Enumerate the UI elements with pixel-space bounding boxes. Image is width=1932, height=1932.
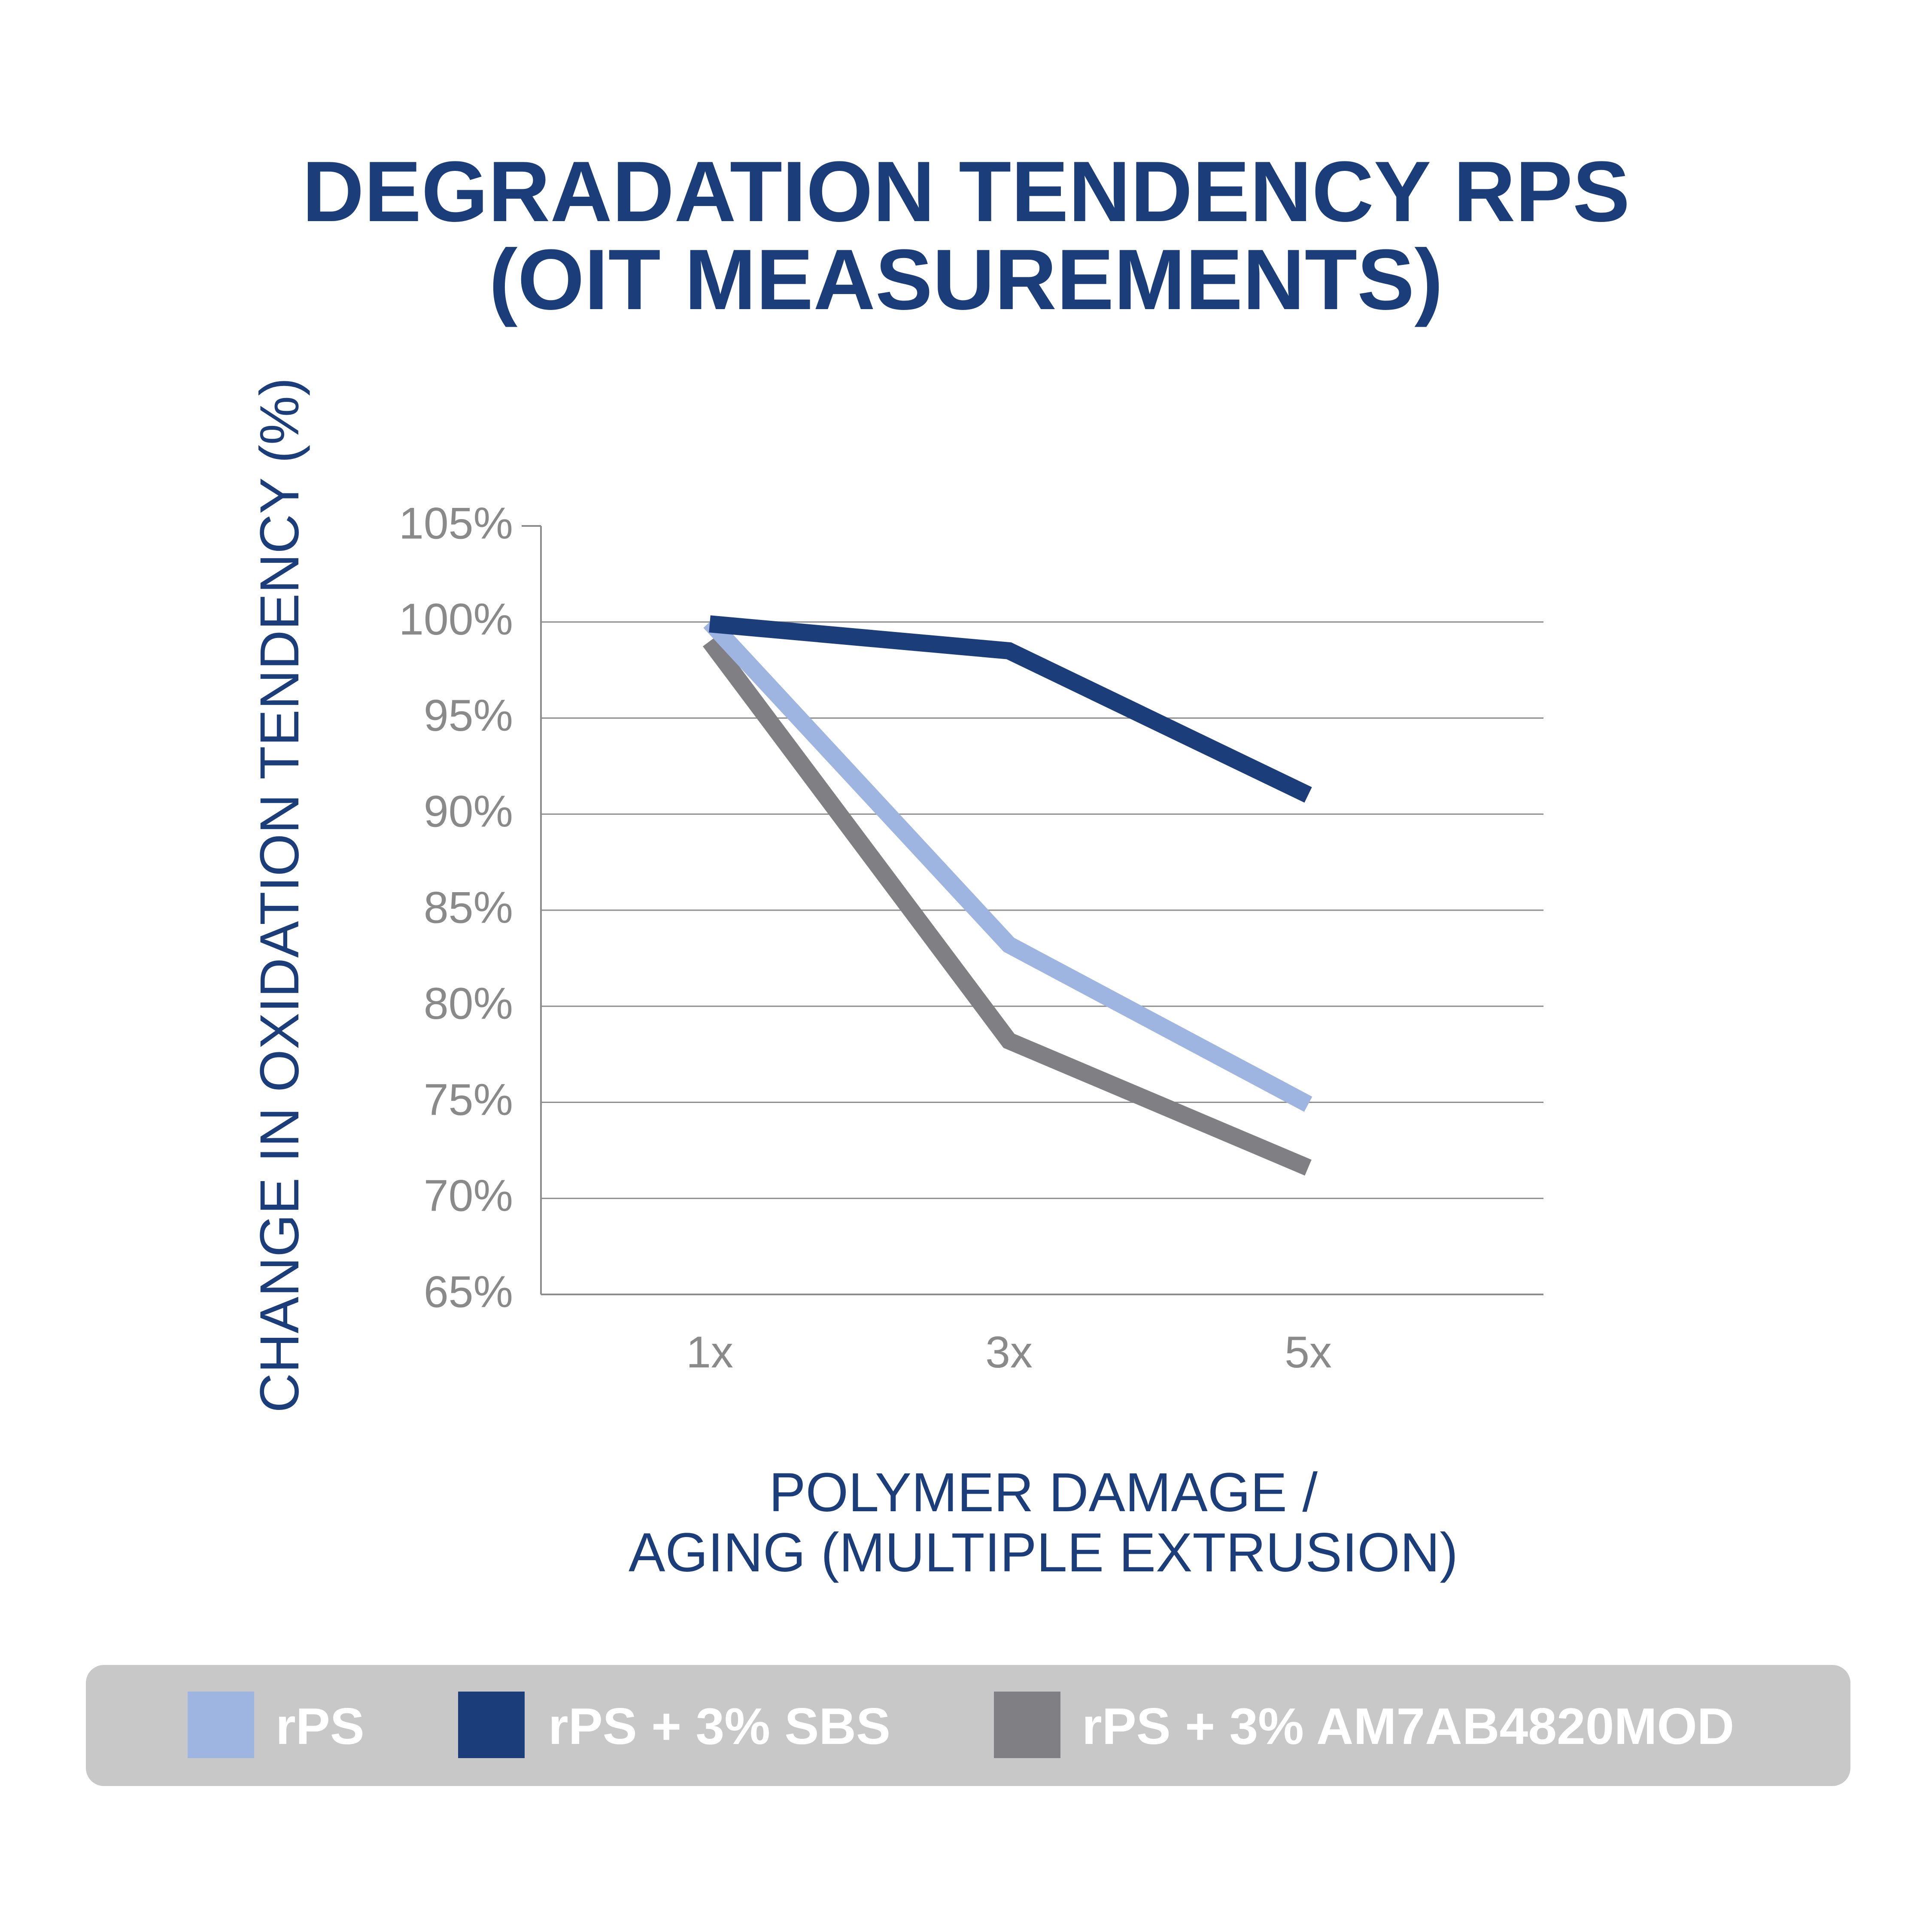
x-axis-title-line-2: AGING (MULTIPLE EXTRUSION) xyxy=(629,1522,1458,1583)
y-tick-label-80: 80% xyxy=(424,979,513,1029)
y-tick-label-70: 70% xyxy=(424,1171,513,1221)
y-tick-label-105: 105% xyxy=(399,498,513,548)
y-tick-label-100: 100% xyxy=(399,595,513,644)
legend-background xyxy=(86,1665,1850,1786)
y-tick-label-75: 75% xyxy=(424,1075,513,1125)
y-tick-labels: 105% 100% 95% 90% 85% 80% 75% 70% 65% xyxy=(399,498,513,1317)
y-tick-label-95: 95% xyxy=(424,691,513,741)
x-tick-label-1x: 1x xyxy=(686,1327,733,1377)
x-tick-label-3x: 3x xyxy=(985,1327,1033,1377)
y-tick-label-85: 85% xyxy=(424,883,513,933)
legend-swatch-rps xyxy=(188,1692,254,1758)
y-axis-title: CHANGE IN OXIDATION TENDENCY (%) xyxy=(249,378,310,1413)
legend-label-rps-sbs: rPS + 3% SBS xyxy=(548,1698,890,1755)
chart-title-line-1: DEGRADATION TENDENCY RPS xyxy=(302,144,1630,240)
x-tick-labels: 1x 3x 5x xyxy=(686,1327,1332,1377)
series-line-rps-3-am7ab4820mod xyxy=(702,636,1312,1176)
chart-title-line-2: (OIT MEASUREMENTS) xyxy=(489,232,1443,328)
series-line-rps xyxy=(703,616,1312,1112)
legend-label-rps-am7ab4820mod: rPS + 3% AM7AB4820MOD xyxy=(1082,1698,1734,1755)
y-tick-label-90: 90% xyxy=(424,787,513,837)
legend-label-rps: rPS xyxy=(276,1698,365,1755)
x-axis-title-line-1: POLYMER DAMAGE / xyxy=(769,1462,1318,1523)
series-lines xyxy=(702,615,1312,1176)
series-line-rps-3-sbs xyxy=(709,615,1312,803)
x-tick-label-5x: 5x xyxy=(1285,1327,1332,1377)
y-tick-label-65: 65% xyxy=(424,1267,513,1317)
legend-swatch-rps-sbs xyxy=(458,1692,525,1758)
legend-swatch-rps-am7ab4820mod xyxy=(994,1692,1060,1758)
gridlines xyxy=(541,621,1543,1199)
